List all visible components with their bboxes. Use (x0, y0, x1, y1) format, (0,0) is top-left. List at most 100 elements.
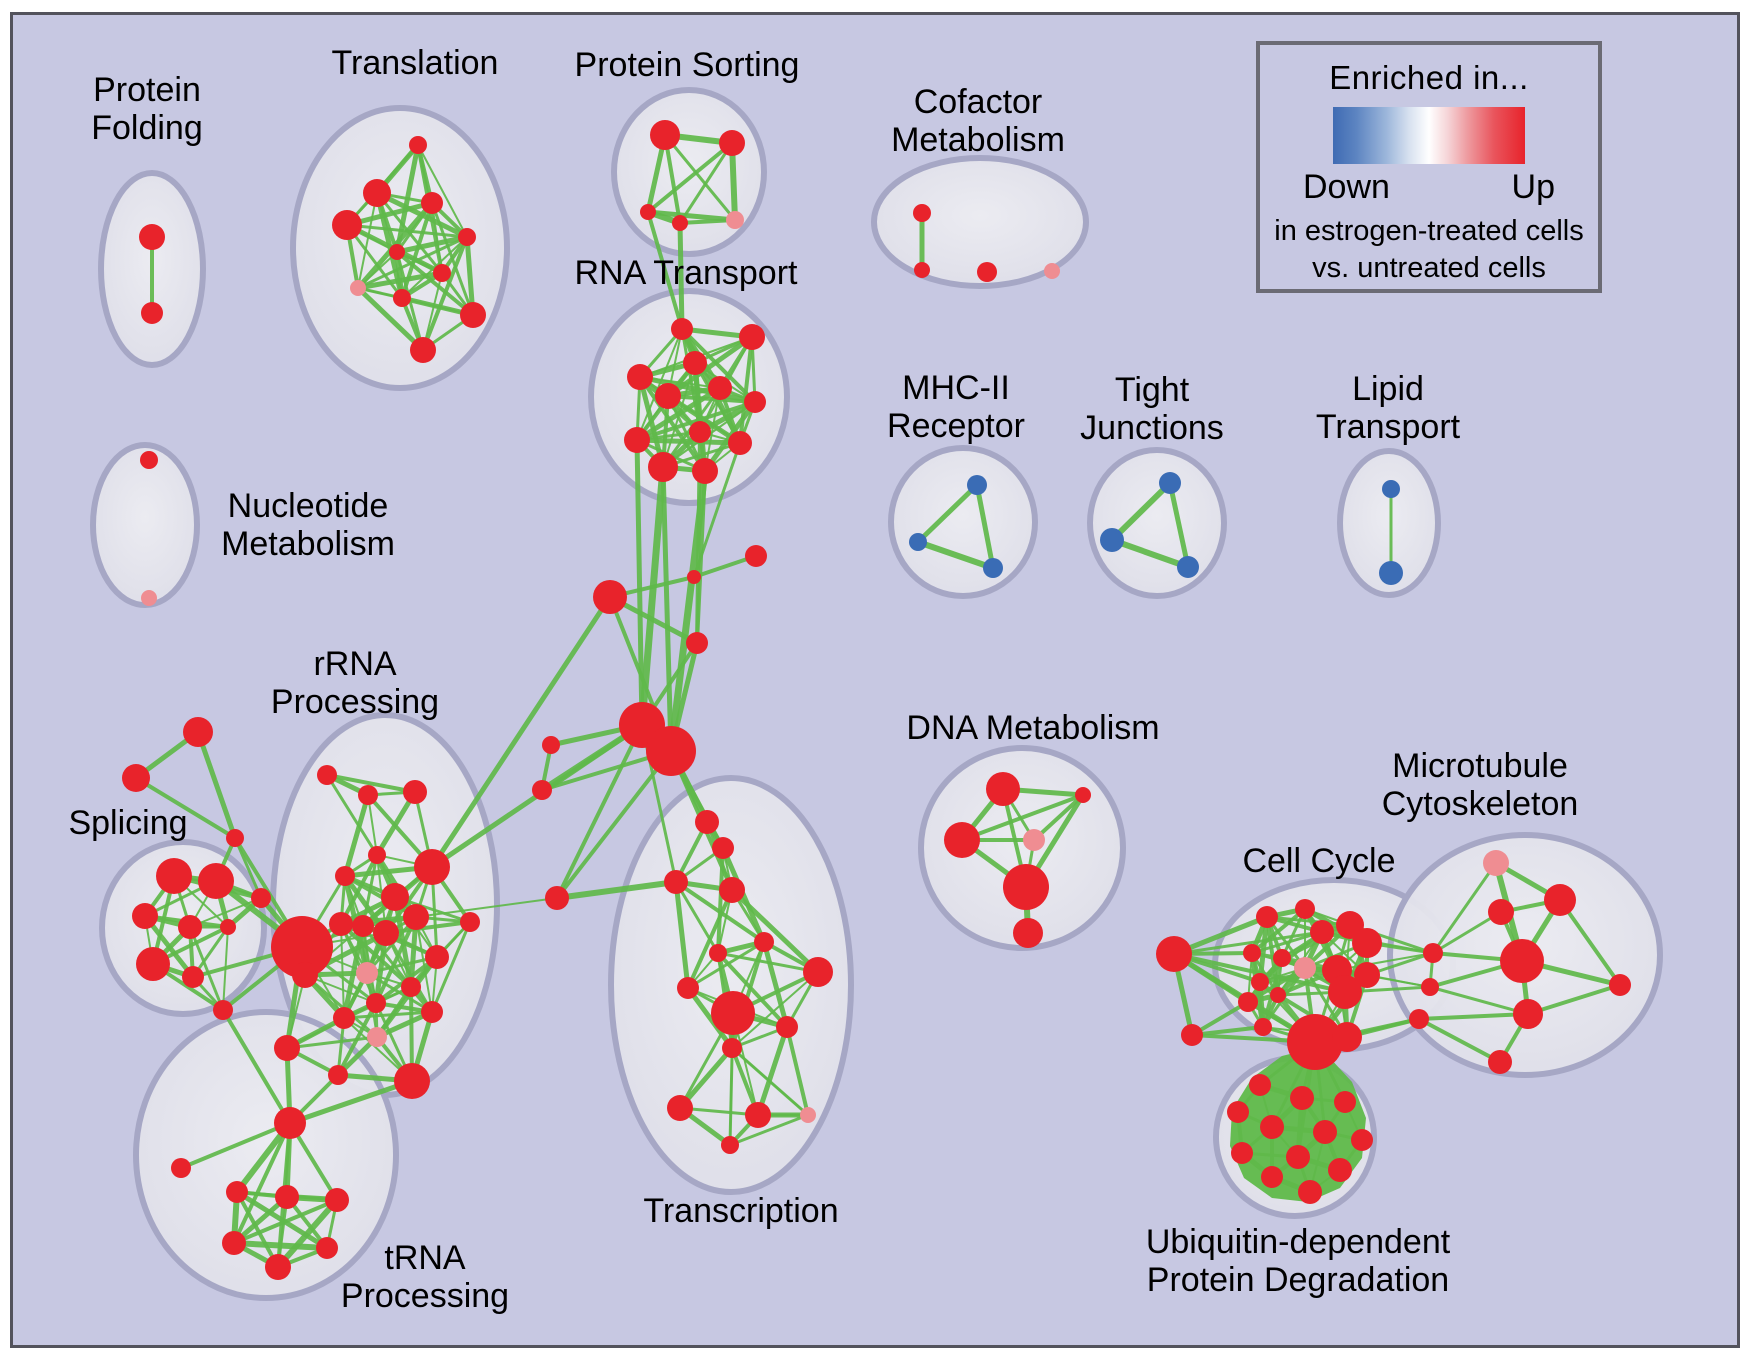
gene-set-node-x3[interactable] (664, 870, 688, 894)
network-edge[interactable] (375, 985, 413, 1039)
gene-set-node-r7[interactable] (744, 391, 766, 413)
network-edge[interactable] (400, 201, 434, 300)
gene-set-node-m1[interactable] (1483, 850, 1509, 876)
gene-set-node-x9[interactable] (711, 991, 755, 1035)
gene-set-node-u12[interactable] (1298, 1180, 1322, 1204)
gene-set-node-q14[interactable] (356, 962, 378, 984)
gene-set-node-q15[interactable] (425, 945, 449, 969)
gene-set-node-s3[interactable] (132, 903, 158, 929)
network-edge[interactable] (1250, 907, 1307, 955)
gene-set-node-r3[interactable] (683, 351, 707, 375)
network-edge[interactable] (685, 985, 735, 1051)
gene-set-node-q2[interactable] (358, 785, 378, 805)
gene-set-node-n5[interactable] (325, 1188, 349, 1212)
gene-set-node-p4[interactable] (672, 215, 688, 231)
network-edge[interactable] (134, 776, 237, 840)
network-edge[interactable] (367, 794, 378, 856)
gene-set-node-r4[interactable] (627, 364, 653, 390)
gene-set-node-q22[interactable] (460, 912, 480, 932)
network-edge[interactable] (554, 879, 679, 901)
gene-set-node-u2[interactable] (1290, 1086, 1314, 1110)
network-edge[interactable] (1417, 1017, 1502, 1064)
network-edge[interactable] (678, 141, 734, 225)
network-edge[interactable] (342, 792, 371, 879)
gene-set-node-s1[interactable] (156, 858, 192, 894)
gene-set-node-q23[interactable] (328, 1065, 348, 1085)
network-edge[interactable] (1172, 952, 1347, 994)
gene-set-node-q9[interactable] (352, 915, 374, 937)
gene-set-node-x15[interactable] (721, 1136, 739, 1154)
network-edge[interactable] (635, 400, 757, 442)
gene-set-node-h2[interactable] (646, 726, 696, 776)
gene-set-node-t8[interactable] (350, 280, 366, 296)
gene-set-node-q20[interactable] (367, 1027, 387, 1047)
gene-set-node-t2[interactable] (363, 179, 391, 207)
network-edge[interactable] (728, 1113, 810, 1147)
gene-set-node-p1[interactable] (650, 120, 680, 150)
gene-set-node-m5[interactable] (1609, 974, 1631, 996)
network-edge[interactable] (195, 729, 238, 841)
gene-set-node-cf2[interactable] (914, 262, 930, 278)
network-edge[interactable] (728, 1011, 735, 1147)
gene-set-node-q19[interactable] (421, 1001, 443, 1023)
gene-set-node-n6[interactable] (222, 1231, 246, 1255)
network-edge[interactable] (285, 1035, 379, 1050)
gene-set-node-u9[interactable] (1286, 1145, 1310, 1169)
network-edge[interactable] (325, 773, 417, 794)
gene-set-node-k8[interactable] (1243, 944, 1261, 962)
gene-set-node-r8[interactable] (689, 421, 711, 443)
gene-set-node-q12[interactable] (271, 916, 333, 978)
gene-set-node-k1[interactable] (1156, 936, 1192, 972)
network-edge[interactable] (384, 920, 472, 935)
gene-set-node-k12[interactable] (1251, 973, 1269, 991)
network-edge[interactable] (374, 789, 418, 858)
network-edge[interactable] (731, 971, 819, 1049)
gene-set-node-n3[interactable] (226, 1181, 248, 1203)
gene-set-node-p5[interactable] (726, 211, 744, 229)
gene-set-node-f2[interactable] (122, 764, 150, 792)
gene-set-node-q8[interactable] (329, 912, 353, 936)
network-edge[interactable] (417, 144, 468, 238)
gene-set-node-cf4[interactable] (1044, 263, 1060, 279)
gene-set-node-mh1[interactable] (967, 475, 987, 495)
network-edge[interactable] (1246, 966, 1307, 1004)
gene-set-node-tj3[interactable] (1177, 556, 1199, 578)
gene-set-node-c1[interactable] (593, 580, 627, 614)
gene-set-node-pf2[interactable] (141, 302, 163, 324)
gene-set-node-q18[interactable] (333, 1007, 355, 1029)
gene-set-node-k13[interactable] (1270, 987, 1286, 1003)
gene-set-node-x11[interactable] (722, 1038, 742, 1058)
gene-set-node-s8[interactable] (182, 966, 204, 988)
network-edge[interactable] (235, 1190, 280, 1269)
network-edge[interactable] (357, 251, 398, 289)
gene-set-node-mh3[interactable] (983, 558, 1003, 578)
gene-set-node-q21[interactable] (274, 1035, 300, 1061)
gene-set-node-u5[interactable] (1260, 1115, 1284, 1139)
gene-set-node-d2[interactable] (1075, 787, 1091, 803)
gene-set-node-k19[interactable] (1332, 1022, 1362, 1052)
gene-set-node-q13[interactable] (292, 962, 318, 988)
network-edge[interactable] (422, 272, 443, 351)
gene-set-node-nm1[interactable] (140, 451, 158, 469)
gene-set-node-q5[interactable] (335, 866, 355, 886)
gene-set-node-t4[interactable] (332, 210, 362, 240)
network-edge[interactable] (1109, 537, 1191, 570)
gene-set-node-mc1[interactable] (1423, 943, 1443, 963)
network-edge[interactable] (221, 1008, 292, 1125)
gene-set-node-r9[interactable] (624, 427, 650, 453)
gene-set-node-s7[interactable] (136, 947, 170, 981)
gene-set-node-x8[interactable] (677, 977, 699, 999)
gene-set-node-u6[interactable] (1313, 1120, 1337, 1144)
gene-set-node-c2[interactable] (687, 570, 701, 584)
network-edge[interactable] (716, 951, 789, 1029)
gene-set-node-k9[interactable] (1273, 949, 1291, 967)
network-edge[interactable] (464, 234, 476, 318)
gene-set-node-u7[interactable] (1351, 1129, 1373, 1151)
gene-set-node-u3[interactable] (1334, 1091, 1356, 1113)
gene-set-node-d4[interactable] (1023, 829, 1045, 851)
gene-set-node-r10[interactable] (728, 431, 752, 455)
gene-set-node-r12[interactable] (692, 458, 718, 484)
network-edge[interactable] (357, 192, 378, 289)
gene-set-node-q17[interactable] (366, 993, 386, 1013)
network-edge[interactable] (677, 220, 685, 332)
